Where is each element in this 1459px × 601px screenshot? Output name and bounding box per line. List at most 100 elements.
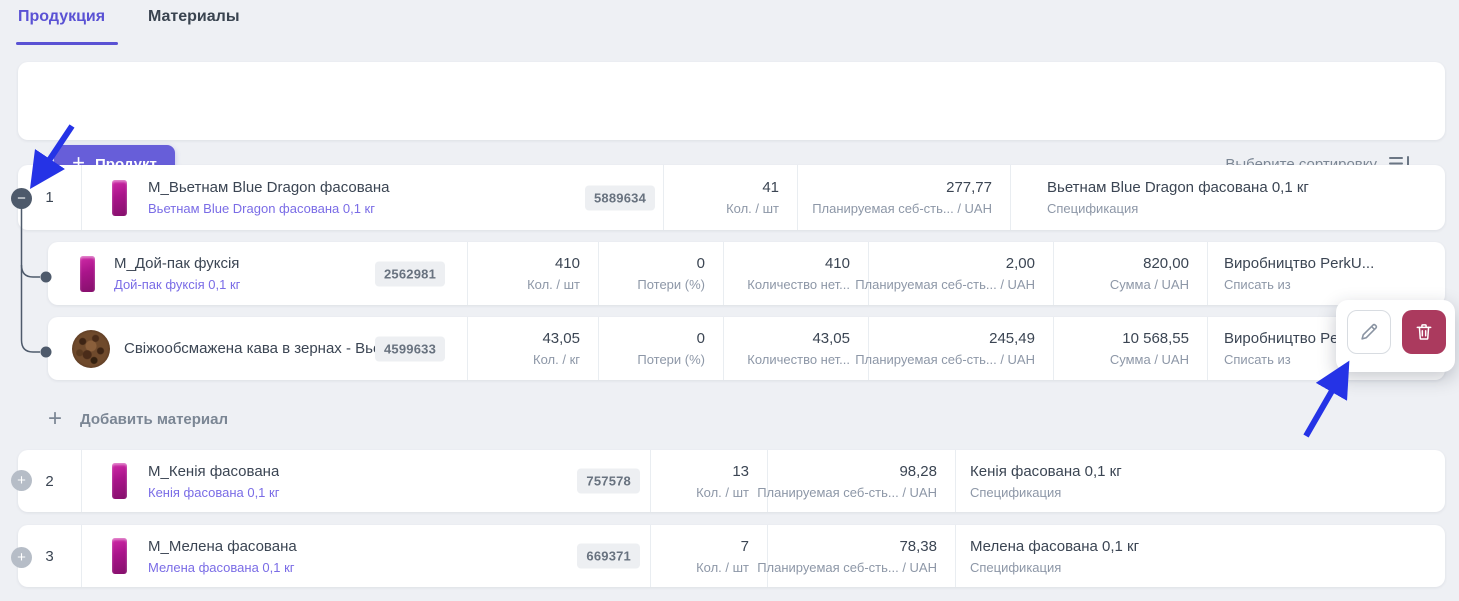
net-value: 43,05 [812,330,850,347]
spec-cell: Мелена фасована 0,1 кг Спецификация [955,525,1445,587]
trash-icon [1414,322,1434,342]
row-number: 3 [45,547,54,565]
loss-label: Потери (%) [637,277,705,292]
row-number-cell: 3 [18,525,82,587]
delete-button[interactable] [1402,310,1446,354]
cost-label: Планируемая себ-сть... / UAH [757,484,937,500]
product-thumbnail [108,538,130,574]
plus-icon: + [48,405,63,432]
plus-icon: + [17,549,26,566]
material-name-cell: Свіжообсмажена кава в зернах - Вье... 45… [48,317,467,380]
qty-label: Кол. / шт [726,201,779,216]
spec-label: Спецификация [970,484,1062,500]
expand-button-row-3[interactable]: + [11,547,32,568]
material-row-2[interactable]: Свіжообсмажена кава в зернах - Вье... 45… [48,317,1445,380]
pencil-icon [1358,321,1380,343]
plan-cost-value: 245,49 [989,330,1035,347]
cost-value: 277,77 [946,179,992,196]
add-material-label: Добавить материал [80,410,229,428]
qty-value: 410 [554,255,580,272]
edit-button[interactable] [1347,310,1391,354]
qty-value: 43,05 [542,330,580,347]
plus-icon: + [17,472,26,489]
spec-value: Кенія фасована 0,1 кг [970,462,1122,480]
cost-label: Планируемая себ-сть... / UAH [757,559,937,575]
spec-cell: Кенія фасована 0,1 кг Спецификация [955,450,1445,512]
loss-cell: 0 Потери (%) [598,242,723,305]
expand-button-row-2[interactable]: + [11,470,32,491]
material-thumbnail [76,255,98,292]
row-number: 2 [45,472,54,490]
product-spec-link[interactable]: Кенія фасована 0,1 кг [148,484,280,500]
row-number-cell: 2 [18,450,82,512]
product-title: М_Вьетнам Blue Dragon фасована [148,179,390,196]
writeoff-label: Списать из [1224,277,1291,292]
product-row-3[interactable]: 3 М_Мелена фасована Мелена фасована 0,1 … [18,525,1445,587]
plan-cost-label: Планируемая себ-сть... / UAH [855,277,1035,292]
spec-cell: Вьетнам Blue Dragon фасована 0,1 кг Спец… [1010,165,1445,230]
product-id-badge: 757578 [577,468,640,494]
product-spec-link[interactable]: Мелена фасована 0,1 кг [148,559,295,575]
writeoff-label: Списать из [1224,352,1291,367]
product-row-2[interactable]: 2 М_Кенія фасована Кенія фасована 0,1 кг… [18,450,1445,512]
material-row-1[interactable]: М_Дой-пак фуксія Дой-пак фуксія 0,1 кг 2… [48,242,1445,305]
qty-label: Кол. / кг [533,352,580,367]
row-actions-popover [1336,300,1455,372]
collapse-button[interactable]: − [11,188,32,209]
material-name-cell: М_Дой-пак фуксія Дой-пак фуксія 0,1 кг 2… [48,242,467,305]
product-name-cell: М_Вьетнам Blue Dragon фасована Вьетнам B… [82,165,663,230]
minus-icon: − [17,190,26,207]
loss-label: Потери (%) [637,352,705,367]
cost-label: Планируемая себ-сть... / UAH [812,201,992,216]
plan-cost-cell: 245,49 Планируемая себ-сть... / UAH [855,317,1053,380]
material-id-badge: 4599633 [374,336,445,361]
sum-value: 10 568,55 [1122,330,1189,347]
product-spec-link[interactable]: Вьетнам Blue Dragon фасована 0,1 кг [148,201,375,216]
material-thumbnail [72,329,110,368]
product-title: М_Кенія фасована [148,462,280,480]
tab-products[interactable]: Продукция [18,8,106,25]
toolbar-card: + Продукт Выберите сортировку [18,62,1445,183]
product-name-cell: М_Мелена фасована Мелена фасована 0,1 кг… [82,525,650,587]
qty-cell: 410 Кол. / шт [467,242,598,305]
active-tab-underline [16,42,118,45]
cost-cell: 78,38 Планируемая себ-сть... / UAH [757,525,955,587]
sum-value: 820,00 [1143,255,1189,272]
product-id-badge: 5889634 [584,185,655,210]
qty-label: Кол. / шт [696,559,749,575]
writeoff-value: Виробництво PerkU... [1224,255,1375,272]
qty-value: 7 [740,537,749,555]
material-id-badge: 2562981 [374,261,445,286]
material-link[interactable]: Дой-пак фуксія 0,1 кг [114,277,241,292]
material-title: М_Дой-пак фуксія [114,255,240,272]
qty-cell: 43,05 Кол. / кг [467,317,598,380]
qty-cell: 7 Кол. / шт [650,525,767,587]
net-cell: 43,05 Количество нет... [723,317,868,380]
qty-cell: 41 Кол. / шт [663,165,797,230]
spec-value: Мелена фасована 0,1 кг [970,537,1140,555]
net-label: Количество нет... [747,277,850,292]
tab-materials[interactable]: Материалы [148,8,240,25]
product-row-1[interactable]: 1 М_Вьетнам Blue Dragon фасована Вьетнам… [18,165,1445,230]
writeoff-cell: Виробництво PerkU... Списать из [1207,242,1445,305]
spec-label: Спецификация [1047,201,1139,216]
cost-value: 98,28 [899,462,937,480]
plan-cost-cell: 2,00 Планируемая себ-сть... / UAH [855,242,1053,305]
cost-cell: 277,77 Планируемая себ-сть... / UAH [797,165,1010,230]
product-title: М_Мелена фасована [148,537,297,555]
qty-cell: 13 Кол. / шт [650,450,767,512]
cost-value: 78,38 [899,537,937,555]
material-title: Свіжообсмажена кава в зернах - Вье... [124,340,394,357]
loss-value: 0 [696,330,705,347]
sum-cell: 820,00 Сумма / UAH [1053,242,1207,305]
qty-value: 41 [762,179,779,196]
net-label: Количество нет... [747,352,850,367]
add-material-button[interactable]: + Добавить материал [48,398,228,440]
loss-value: 0 [696,255,705,272]
row-number-cell: 1 [18,165,82,230]
spec-value: Вьетнам Blue Dragon фасована 0,1 кг [1047,179,1309,196]
row-number: 1 [45,189,54,206]
loss-cell: 0 Потери (%) [598,317,723,380]
sum-label: Сумма / UAH [1109,277,1189,292]
product-thumbnail [108,179,130,216]
